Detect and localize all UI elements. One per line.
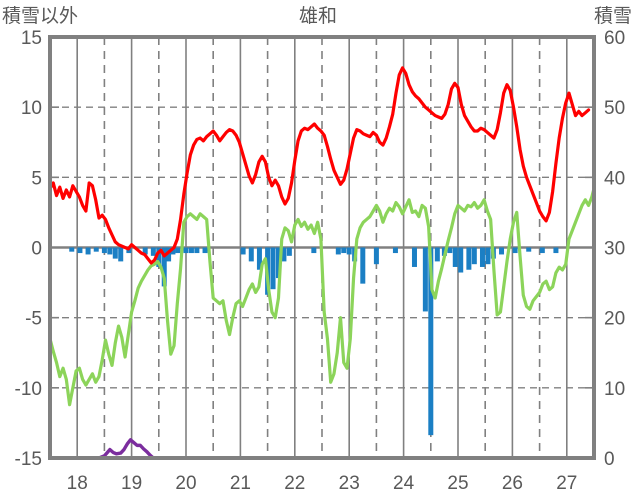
x-tick-label: 25 — [447, 473, 468, 494]
x-tick-label: 19 — [121, 473, 142, 494]
page-title: 雄和 — [298, 6, 337, 27]
x-tick-label: 26 — [502, 473, 523, 494]
y-tick-label: -5 — [25, 309, 42, 330]
y-tick-label: 15 — [21, 28, 42, 49]
x-tick-label: 24 — [393, 473, 415, 494]
y-tick-label: 0 — [31, 239, 42, 260]
x-tick-label: 23 — [339, 473, 360, 494]
y-tick-label: 10 — [21, 98, 42, 119]
y2-tick-label: 20 — [604, 309, 625, 330]
x-tick-label: 21 — [230, 473, 251, 494]
y2-tick-label: 0 — [604, 449, 615, 470]
y2-tick-label: 30 — [604, 239, 625, 260]
y2-tick-label: 10 — [604, 379, 625, 400]
right-axis-title: 積雪 — [593, 6, 632, 27]
x-tick-label: 18 — [67, 473, 88, 494]
x-tick-label: 20 — [175, 473, 196, 494]
axis-ticks: -15 -10 -5 0 5 10 15 0 10 20 30 40 50 60 18 19 20 21 22 23 2… — [15, 28, 626, 494]
axis-frame — [48, 35, 596, 460]
y-tick-label: -15 — [15, 449, 42, 470]
left-axis-title: 積雪以外 — [2, 6, 79, 27]
y2-tick-label: 60 — [604, 28, 625, 49]
y-tick-label: 5 — [31, 168, 42, 189]
y2-tick-label: 50 — [604, 98, 625, 119]
x-tick-label: 27 — [556, 473, 577, 494]
y-tick-label: -10 — [15, 379, 42, 400]
y2-tick-label: 40 — [604, 168, 625, 189]
series-layer — [48, 66, 596, 460]
x-tick-label: 22 — [284, 473, 305, 494]
